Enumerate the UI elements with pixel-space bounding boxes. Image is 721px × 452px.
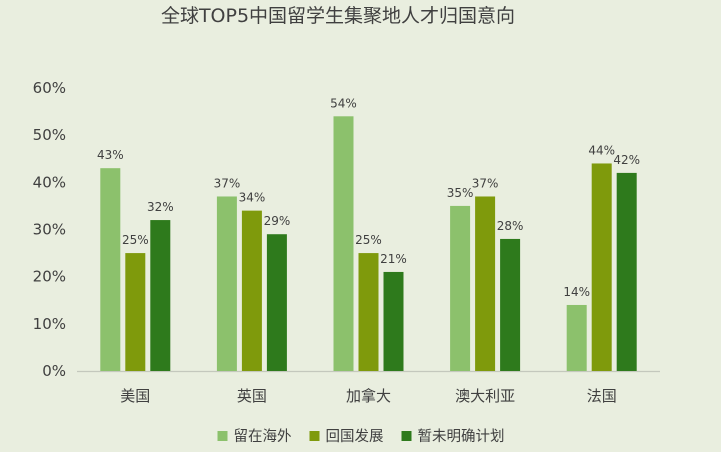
bar [450,205,471,371]
x-tick-label: 法国 [587,387,617,405]
bar [500,238,521,371]
bar [566,304,587,371]
x-tick-label: 澳大利亚 [455,387,515,405]
bar [383,271,404,371]
data-label: 29% [264,214,291,228]
data-label: 25% [355,233,382,247]
y-tick-label: 40% [33,173,66,191]
legend-label: 暂未明确计划 [418,428,505,445]
bar [241,210,262,371]
data-label: 43% [97,148,124,162]
x-tick-label: 加拿大 [346,387,391,405]
y-tick-label: 60% [33,79,66,97]
bar [266,234,287,371]
x-tick-label: 美国 [120,387,150,405]
legend-label: 留在海外 [234,428,292,445]
data-label: 35% [447,186,474,200]
legend-swatch [401,431,412,441]
bar [125,253,146,371]
bar [616,172,637,371]
data-label: 37% [214,176,241,190]
bars [100,116,637,371]
y-tick-label: 20% [33,268,66,286]
x-tick-label: 英国 [237,387,267,405]
bar [100,168,121,371]
data-label: 34% [239,191,266,205]
y-axis: 0% 10% 20% 30% 40% 50% 60% [33,79,66,380]
data-label: 21% [380,252,407,266]
data-label: 28% [497,219,524,233]
legend-label: 回国发展 [326,428,384,445]
y-tick-label: 10% [33,315,66,333]
bar [150,220,171,371]
x-axis: 美国 英国 加拿大 澳大利亚 法国 [77,370,660,405]
bar [591,163,612,371]
data-label: 25% [122,233,149,247]
data-label: 42% [613,153,640,167]
bar [475,196,496,371]
bar [216,196,237,371]
legend-swatch [309,431,320,441]
bar [333,116,354,371]
legend: 留在海外 回国发展 暂未明确计划 [217,428,505,445]
data-label: 32% [147,200,174,214]
data-labels: 43%25%32%37%34%29%54%25%21%35%37%28%14%4… [97,96,640,299]
legend-swatch [217,431,228,441]
data-label: 54% [330,96,357,110]
data-label: 14% [563,285,590,299]
y-tick-label: 0% [42,362,66,380]
y-tick-label: 50% [33,126,66,144]
chart-title: 全球TOP5中国留学生集聚地人才归国意向 [161,5,515,27]
y-tick-label: 30% [33,221,66,239]
bar [358,253,379,371]
data-label: 37% [472,176,499,190]
data-label: 44% [588,143,615,157]
